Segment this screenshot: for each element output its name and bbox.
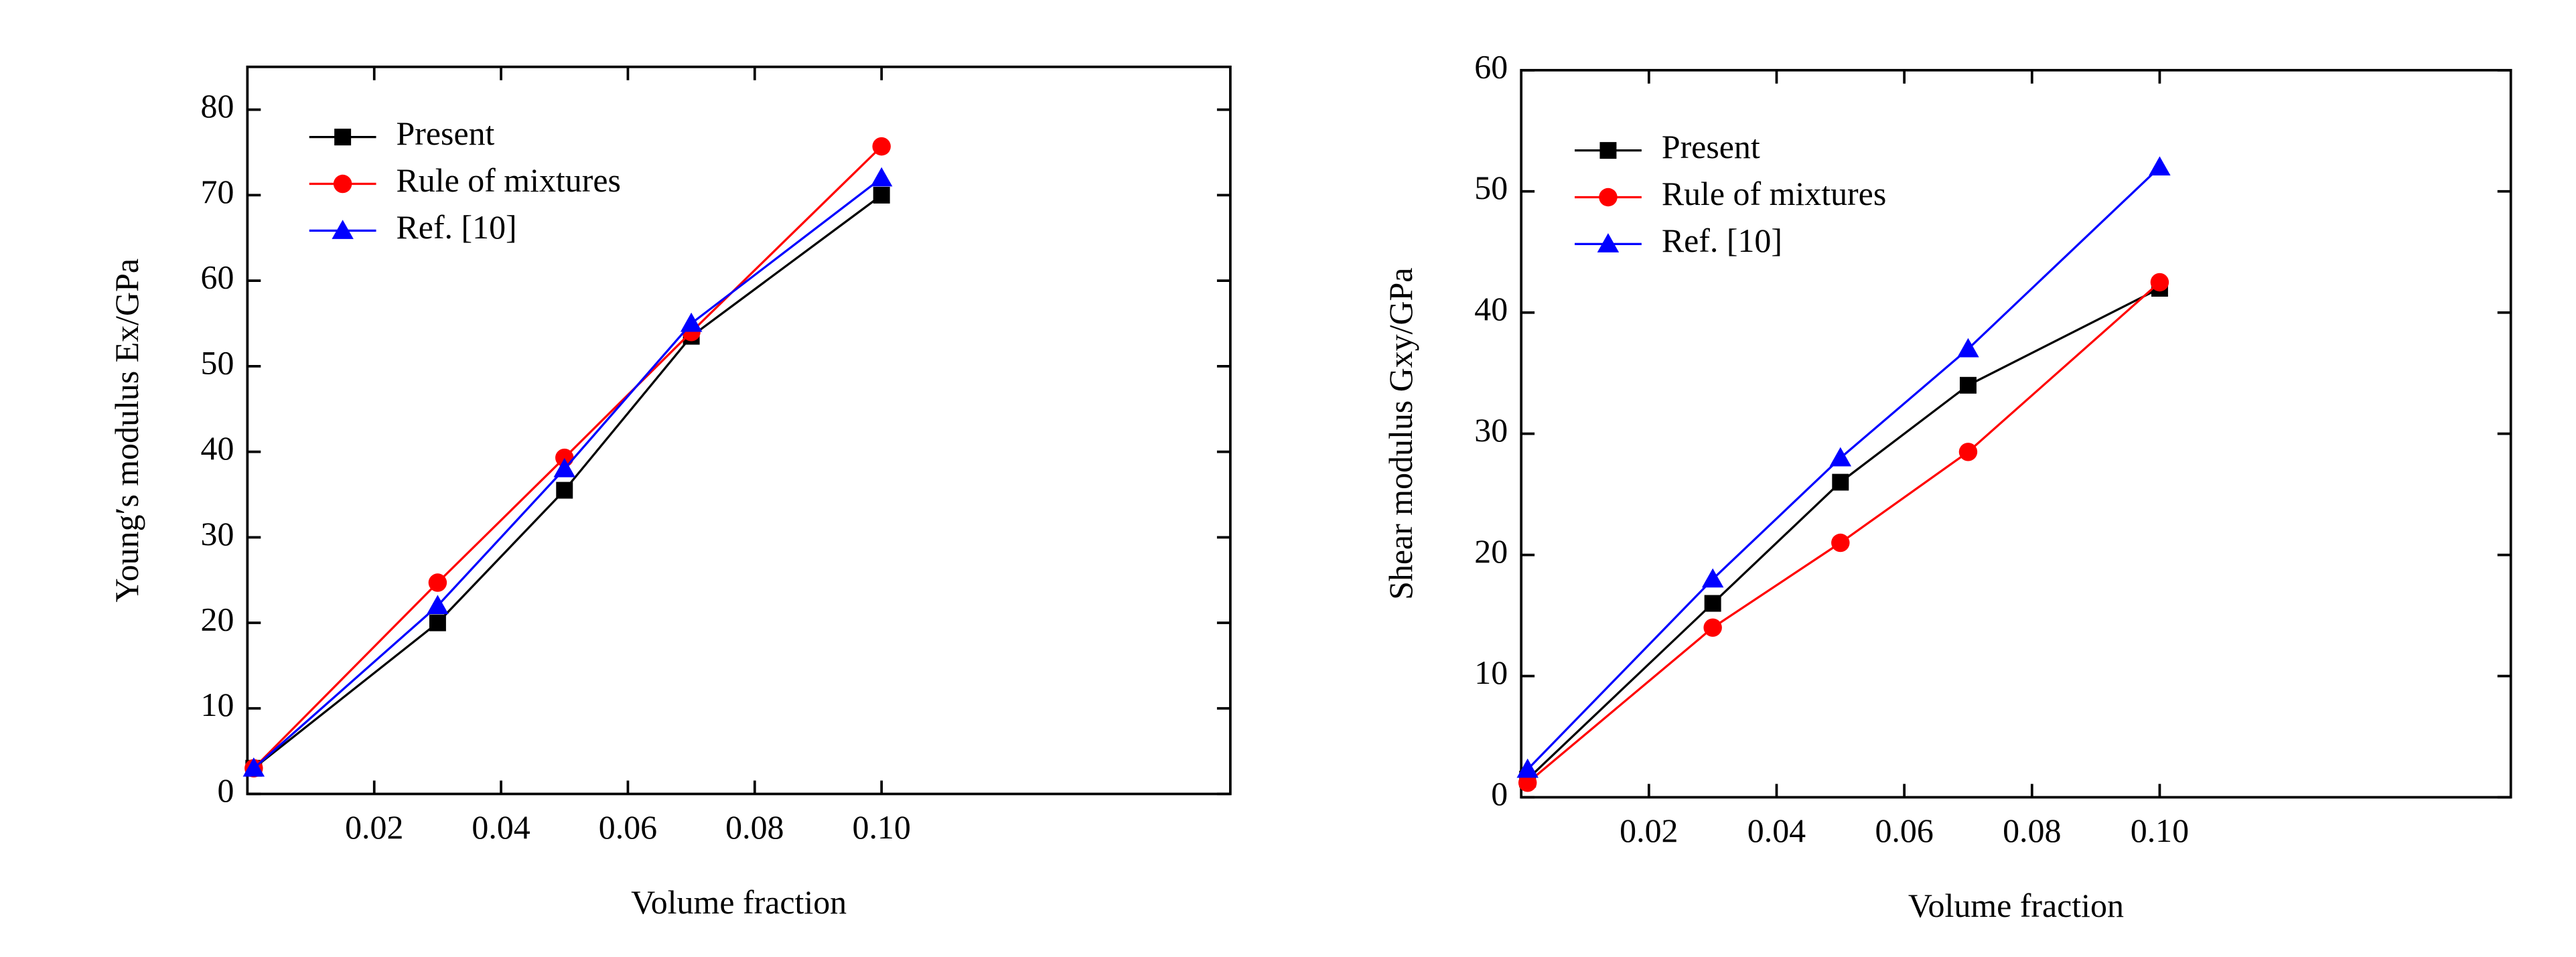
marker [428,573,447,592]
x-tick-label: 0.06 [1875,812,1933,849]
series-line [1526,287,2161,780]
x-tick-label: 0.04 [1747,812,1806,849]
x-tick-label: 0.10 [2131,812,2189,849]
marker [1701,568,1724,588]
series-line [253,194,883,769]
marker [873,186,890,204]
legend-label: Rule of mixtures [397,162,621,199]
series-line [1526,281,2161,784]
x-tick-label: 0.10 [853,809,911,846]
series-line [1526,166,2161,771]
chart: 0.02 0.04 0.06 0.08 0.10 0 10 20 30 40 50 60 70 80 Vol… [109,65,1232,921]
legend-label: Ref. [10] [1662,222,1782,259]
legend-marker [334,129,352,146]
y-tick-label: 0 [217,772,234,809]
y-tick-label: 20 [201,601,234,638]
marker [1959,376,1977,394]
marker [556,482,573,499]
y-tick-label: 40 [201,430,234,467]
marker [242,757,265,777]
y-tick-label: 50 [1474,169,1508,206]
x-tick-label: 0.02 [1620,812,1678,849]
y-axis-label: Shear modulus Gxy/GPa [1382,268,1419,600]
marker [1516,758,1539,778]
marker [2150,273,2169,292]
marker [1829,447,1852,467]
marker [680,312,703,332]
marker [1957,338,1979,358]
y-tick-label: 0 [1491,776,1508,812]
marker [1518,774,1537,792]
marker [1958,443,1978,461]
x-tick-label: 0.02 [345,809,403,846]
y-tick-label: 30 [201,516,234,553]
marker [2149,156,2171,176]
legend-label: Present [397,115,495,152]
marker [872,137,891,156]
y-tick-label: 70 [201,173,234,210]
marker [870,167,893,187]
x-axis-label: Volume fraction [631,884,847,921]
marker [1703,618,1722,637]
y-tick-label: 10 [1474,654,1508,691]
marker [1832,473,1849,491]
chart: 0.02 0.04 0.06 0.08 0.10 0 10 20 30 40 50 60 Volume … [1382,48,2512,924]
marker [427,595,449,614]
legend-label: Rule of mixtures [1662,175,1886,212]
y-axis-label: Young′s modulus Ex/GPa [109,259,145,602]
y-tick-label: 80 [201,88,234,125]
legend-label: Present [1662,129,1760,165]
y-tick-label: 40 [1474,291,1508,327]
x-tick-label: 0.06 [599,809,657,846]
legend-marker [332,220,354,239]
legend-marker [1599,188,1618,207]
plot-frame [246,65,1232,796]
legend-marker [1599,142,1617,159]
y-tick-label: 60 [1474,48,1508,85]
x-axis-label: Volume fraction [1908,887,2124,924]
marker [553,457,575,477]
x-tick-label: 0.08 [2003,812,2061,849]
y-tick-label: 50 [201,344,234,381]
y-tick-label: 60 [201,259,234,296]
x-tick-label: 0.08 [725,809,784,846]
y-tick-label: 10 [201,686,234,723]
marker [1831,533,1850,553]
figure-root: 0.02 0.04 0.06 0.08 0.10 0 10 20 30 40 50 60 70 80 Vol… [109,48,2512,924]
legend-marker [333,174,352,194]
legend-marker [1597,233,1620,252]
legend-label: Ref. [10] [397,209,517,246]
x-tick-label: 0.04 [472,809,530,846]
y-tick-label: 30 [1474,412,1508,449]
marker [429,614,446,632]
marker [1704,595,1721,612]
y-tick-label: 20 [1474,533,1508,570]
